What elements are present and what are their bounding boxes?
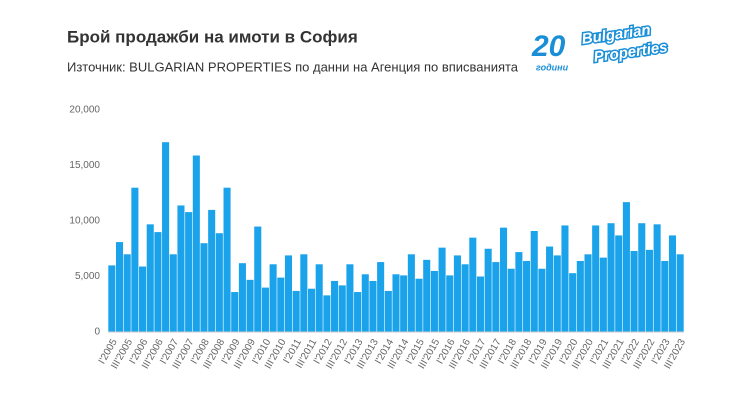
bar xyxy=(277,277,285,332)
bar xyxy=(208,209,216,332)
bar xyxy=(607,223,615,332)
bar xyxy=(177,205,185,332)
bar xyxy=(323,295,331,332)
bar xyxy=(231,292,239,332)
bar xyxy=(668,235,677,332)
bar xyxy=(377,262,385,332)
logo: 20 години Bulgarian Properties xyxy=(531,20,670,72)
logo-number: 20 xyxy=(531,30,566,63)
bar xyxy=(192,155,200,332)
bar xyxy=(576,260,584,332)
bar xyxy=(661,260,669,332)
bar xyxy=(338,285,346,332)
bar xyxy=(615,235,623,332)
bar xyxy=(200,243,208,332)
bar xyxy=(369,280,377,332)
bar xyxy=(115,242,124,332)
bar xyxy=(246,279,254,332)
bar xyxy=(131,187,139,332)
bar xyxy=(300,254,308,332)
bar xyxy=(400,275,408,332)
bar xyxy=(139,266,147,332)
bar xyxy=(315,264,323,332)
bar xyxy=(261,287,269,332)
bar xyxy=(162,142,170,332)
logo-years: години xyxy=(536,62,569,72)
bar xyxy=(499,227,508,332)
bar xyxy=(561,225,569,332)
bar xyxy=(530,230,538,332)
bar xyxy=(154,232,162,332)
bar xyxy=(469,237,477,332)
bar xyxy=(546,246,554,332)
bar xyxy=(446,275,454,332)
bar xyxy=(553,255,561,332)
bar xyxy=(407,254,415,332)
bar xyxy=(484,248,492,332)
bar xyxy=(523,260,531,332)
bar xyxy=(453,255,461,332)
chart-title: Брой продажби на имоти в София xyxy=(67,27,358,46)
bar xyxy=(254,226,262,332)
y-tick-label: 10,000 xyxy=(69,216,100,227)
bar xyxy=(630,250,638,332)
y-tick-label: 20,000 xyxy=(69,105,100,116)
bar xyxy=(384,290,392,332)
y-tick-label: 15,000 xyxy=(69,160,100,171)
bar xyxy=(622,202,630,332)
bar xyxy=(653,224,661,332)
bar xyxy=(223,187,231,332)
bar xyxy=(307,288,316,332)
bar xyxy=(146,224,154,332)
bar xyxy=(331,280,339,332)
bar xyxy=(645,249,653,332)
bar xyxy=(584,254,592,332)
bar xyxy=(185,212,193,332)
bar xyxy=(361,274,369,332)
bar xyxy=(507,268,515,332)
bar xyxy=(592,225,600,332)
chart-subtitle: Източник: BULGARIAN PROPERTIES по данни … xyxy=(67,59,519,74)
bar xyxy=(569,273,577,332)
bar xyxy=(354,292,362,332)
bar xyxy=(238,263,246,332)
bar xyxy=(476,276,485,332)
y-tick-label: 0 xyxy=(94,327,100,338)
bar xyxy=(438,247,446,332)
bar xyxy=(423,259,431,332)
bar xyxy=(123,254,131,332)
bar xyxy=(292,290,300,332)
bar xyxy=(515,252,523,332)
bar xyxy=(538,268,546,332)
bar xyxy=(269,264,277,332)
bar xyxy=(638,223,646,332)
bar xyxy=(108,265,116,332)
bar xyxy=(284,255,293,332)
bar xyxy=(169,254,177,332)
bar xyxy=(676,254,684,332)
bar xyxy=(461,264,469,332)
bar xyxy=(430,270,438,332)
bar xyxy=(599,257,607,332)
bar xyxy=(392,274,400,332)
y-tick-label: 5,000 xyxy=(75,271,100,282)
bar xyxy=(415,278,423,332)
bar xyxy=(492,262,500,332)
bar xyxy=(215,233,223,332)
bar xyxy=(346,264,354,332)
